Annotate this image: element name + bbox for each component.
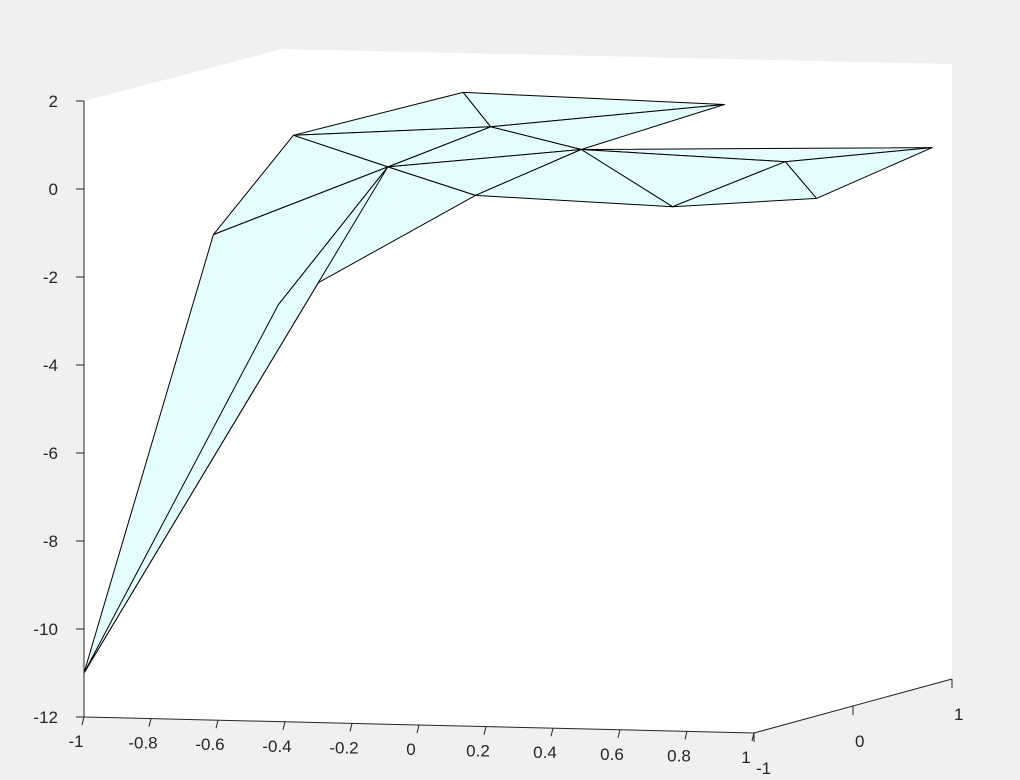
z-tick-label: -4 <box>43 356 58 375</box>
x-tick-mark <box>81 716 85 726</box>
z-tick-label: 0 <box>49 180 58 199</box>
surface-facet-1 <box>83 166 389 674</box>
x-tick-label: -1 <box>68 732 83 751</box>
x-tick-label: 0.4 <box>533 743 557 762</box>
x-tick-mark <box>483 726 487 735</box>
x-tick-mark <box>349 723 353 732</box>
x-tick-label: 0 <box>406 740 415 759</box>
x-tick-label: -0.8 <box>128 734 157 753</box>
surface-facet-12 <box>672 161 817 208</box>
x-tick-label: 0.8 <box>667 746 691 765</box>
x-tick-label: -0.4 <box>262 737 291 756</box>
x-tick-mark <box>617 729 621 738</box>
y-tick-label: 1 <box>954 705 963 724</box>
z-tick-label: -2 <box>43 268 58 287</box>
x-tick-mark <box>416 724 420 734</box>
x-tick-label: 0.2 <box>466 742 490 761</box>
x-tick-label: -0.6 <box>195 735 224 754</box>
z-axis-ticks: -12 -10 -8 -6 -4 -2 0 2 <box>33 92 84 727</box>
y-axis-ticks: -1 0 1 <box>753 679 963 778</box>
x-tick-mark <box>684 731 688 740</box>
x-axis-ticks: -1 -0.8 -0.6 -0.4 -0.2 0 0.2 0.4 0.6 0.8 1 <box>68 716 755 767</box>
z-tick-label: -8 <box>43 532 58 551</box>
surface-plot <box>83 91 933 674</box>
z-tick-label: -10 <box>33 620 58 639</box>
z-tick-label: 2 <box>49 92 58 111</box>
x-tick-mark <box>282 721 286 730</box>
x-tick-mark <box>148 718 152 727</box>
y-tick-label: -1 <box>756 759 771 778</box>
z-tick-label: -6 <box>43 444 58 463</box>
z-tick-label: -12 <box>33 708 58 727</box>
x-tick-label: 0.6 <box>600 745 624 764</box>
y-tick-label: 0 <box>855 732 864 751</box>
x-tick-label: 1 <box>741 748 750 767</box>
surface-facet-10 <box>474 149 673 208</box>
x-tick-mark <box>215 720 219 729</box>
x-tick-label: -0.2 <box>329 738 358 757</box>
x-tick-mark <box>550 728 554 737</box>
